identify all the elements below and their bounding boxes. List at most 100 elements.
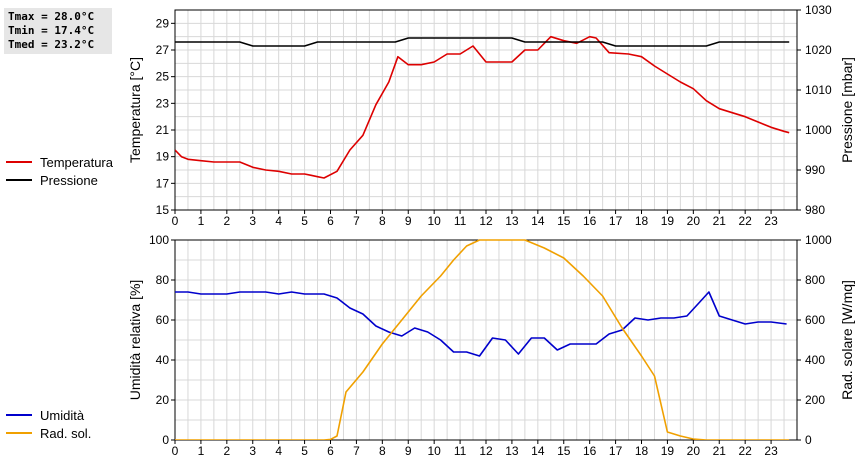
x-tick-label: 11 bbox=[454, 444, 467, 458]
x-tick-label: 22 bbox=[738, 444, 752, 458]
x-tick-label: 10 bbox=[427, 214, 441, 228]
x-tick-label: 21 bbox=[713, 444, 727, 458]
tmax-text: Tmax = 28.0°C bbox=[8, 10, 95, 23]
stats-box: Tmax = 28.0°C Tmin = 17.4°C Tmed = 23.2°… bbox=[4, 8, 112, 54]
x-tick-label: 1 bbox=[198, 214, 205, 228]
x-tick-label: 7 bbox=[353, 444, 360, 458]
y-tick-label: 60 bbox=[156, 313, 170, 327]
x-tick-label: 12 bbox=[479, 214, 493, 228]
y2-tick-label: 1000 bbox=[805, 123, 832, 137]
legend-swatch-umidita bbox=[6, 414, 32, 416]
series-line-rad-sol- bbox=[175, 239, 790, 440]
y2-tick-label: 600 bbox=[805, 313, 825, 327]
y2-tick-label: 1030 bbox=[805, 3, 832, 17]
x-tick-label: 4 bbox=[275, 444, 282, 458]
y2-tick-label: 990 bbox=[805, 163, 825, 177]
legend-top: Temperatura Pressione bbox=[6, 153, 113, 189]
x-tick-label: 9 bbox=[405, 444, 412, 458]
x-tick-label: 0 bbox=[172, 444, 179, 458]
chart-panel-1: 0 1 2 3 4 5 6 7 8 9 10 11 12 13 14 15 16 17 18 19 20 21 22 2302… bbox=[127, 233, 855, 458]
y-tick-label: 0 bbox=[162, 433, 169, 447]
legend-item-umidita: Umidità bbox=[6, 406, 91, 424]
x-tick-label: 18 bbox=[635, 214, 649, 228]
x-tick-label: 14 bbox=[531, 214, 545, 228]
y2-tick-label: 980 bbox=[805, 203, 825, 217]
legend-item-pressione: Pressione bbox=[6, 171, 113, 189]
y-tick-label: 15 bbox=[156, 203, 170, 217]
legend-label-pressione: Pressione bbox=[40, 172, 98, 188]
y-tick-label: 17 bbox=[156, 176, 170, 190]
x-tick-label: 12 bbox=[479, 444, 493, 458]
x-tick-label: 19 bbox=[661, 444, 675, 458]
y2-tick-label: 1010 bbox=[805, 83, 832, 97]
y-tick-label: 23 bbox=[156, 96, 170, 110]
x-tick-label: 20 bbox=[687, 214, 701, 228]
y-tick-label: 19 bbox=[156, 150, 170, 164]
y-tick-label: 100 bbox=[149, 233, 169, 247]
series-line-pressione bbox=[175, 37, 790, 47]
y-tick-label: 21 bbox=[156, 123, 170, 137]
legend-item-temperatura: Temperatura bbox=[6, 153, 113, 171]
tmin-text: Tmin = 17.4°C bbox=[8, 24, 95, 37]
legend-label-umidita: Umidità bbox=[40, 407, 85, 423]
x-tick-label: 16 bbox=[583, 214, 597, 228]
y2-tick-label: 800 bbox=[805, 273, 825, 287]
x-tick-label: 2 bbox=[223, 214, 230, 228]
x-tick-label: 21 bbox=[713, 214, 727, 228]
x-tick-label: 19 bbox=[661, 214, 675, 228]
x-tick-label: 4 bbox=[275, 214, 282, 228]
x-tick-label: 17 bbox=[609, 214, 623, 228]
x-tick-label: 0 bbox=[172, 214, 179, 228]
x-tick-label: 10 bbox=[427, 444, 441, 458]
y2-tick-label: 400 bbox=[805, 353, 825, 367]
series-line-umidit- bbox=[175, 291, 787, 357]
x-tick-label: 15 bbox=[557, 214, 571, 228]
y-tick-label: 80 bbox=[156, 273, 170, 287]
x-tick-label: 23 bbox=[764, 214, 778, 228]
chart-panel-0: 0 1 2 3 4 5 6 7 8 9 10 11 12 13 14 15 16 17 18 19 20 21 22 2315… bbox=[127, 3, 855, 228]
x-tick-label: 13 bbox=[505, 444, 519, 458]
y-tick-label: 27 bbox=[156, 43, 170, 57]
x-tick-label: 8 bbox=[379, 444, 386, 458]
y-axis-title: Temperatura [°C] bbox=[127, 57, 143, 163]
x-tick-label: 5 bbox=[301, 444, 308, 458]
y-tick-label: 25 bbox=[156, 70, 170, 84]
x-tick-label: 18 bbox=[635, 444, 649, 458]
x-tick-label: 1 bbox=[198, 444, 205, 458]
y-tick-label: 20 bbox=[156, 393, 170, 407]
x-tick-label: 5 bbox=[301, 214, 308, 228]
x-tick-label: 17 bbox=[609, 444, 623, 458]
y2-tick-label: 0 bbox=[805, 433, 812, 447]
y2-tick-label: 1000 bbox=[805, 233, 832, 247]
x-tick-label: 11 bbox=[454, 214, 467, 228]
x-tick-label: 15 bbox=[557, 444, 571, 458]
y-tick-label: 40 bbox=[156, 353, 170, 367]
x-tick-label: 9 bbox=[405, 214, 412, 228]
x-tick-label: 8 bbox=[379, 214, 386, 228]
x-tick-label: 13 bbox=[505, 214, 519, 228]
y-tick-label: 29 bbox=[156, 16, 170, 30]
x-tick-label: 3 bbox=[249, 214, 256, 228]
x-tick-label: 20 bbox=[687, 444, 701, 458]
x-tick-label: 3 bbox=[249, 444, 256, 458]
x-tick-label: 7 bbox=[353, 214, 360, 228]
x-tick-label: 23 bbox=[764, 444, 778, 458]
x-tick-label: 6 bbox=[327, 214, 334, 228]
legend-item-radsol: Rad. sol. bbox=[6, 424, 91, 442]
legend-label-radsol: Rad. sol. bbox=[40, 425, 92, 441]
legend-swatch-radsol bbox=[6, 432, 32, 434]
legend-swatch-pressione bbox=[6, 179, 32, 181]
y2-tick-label: 1020 bbox=[805, 43, 832, 57]
x-tick-label: 22 bbox=[738, 214, 752, 228]
y-axis-title: Umidità relativa [%] bbox=[127, 280, 143, 401]
x-tick-label: 14 bbox=[531, 444, 545, 458]
tmed-text: Tmed = 23.2°C bbox=[8, 38, 95, 51]
legend-swatch-temperatura bbox=[6, 161, 32, 163]
legend-label-temperatura: Temperatura bbox=[40, 154, 113, 170]
x-tick-label: 16 bbox=[583, 444, 597, 458]
y2-axis-title: Rad. solare [W/mq] bbox=[839, 280, 855, 400]
series-line-temperatura bbox=[175, 35, 790, 179]
x-tick-label: 2 bbox=[223, 444, 230, 458]
x-tick-label: 6 bbox=[327, 444, 334, 458]
